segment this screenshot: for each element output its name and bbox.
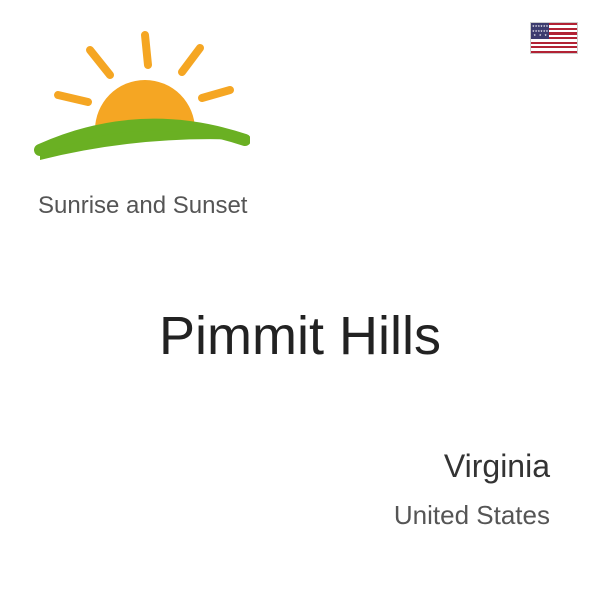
state-name: Virginia — [444, 448, 550, 485]
us-flag-icon: ★★★★★ ★★★★★ ★★★★★ — [530, 22, 578, 54]
tagline-text: Sunrise and Sunset — [38, 192, 247, 220]
flag-canton: ★★★★★ ★★★★★ ★★★★★ — [531, 23, 549, 39]
country-name: United States — [394, 500, 550, 531]
city-name: Pimmit Hills — [0, 305, 600, 367]
sunrise-icon — [30, 20, 250, 180]
sunrise-logo — [30, 20, 250, 180]
